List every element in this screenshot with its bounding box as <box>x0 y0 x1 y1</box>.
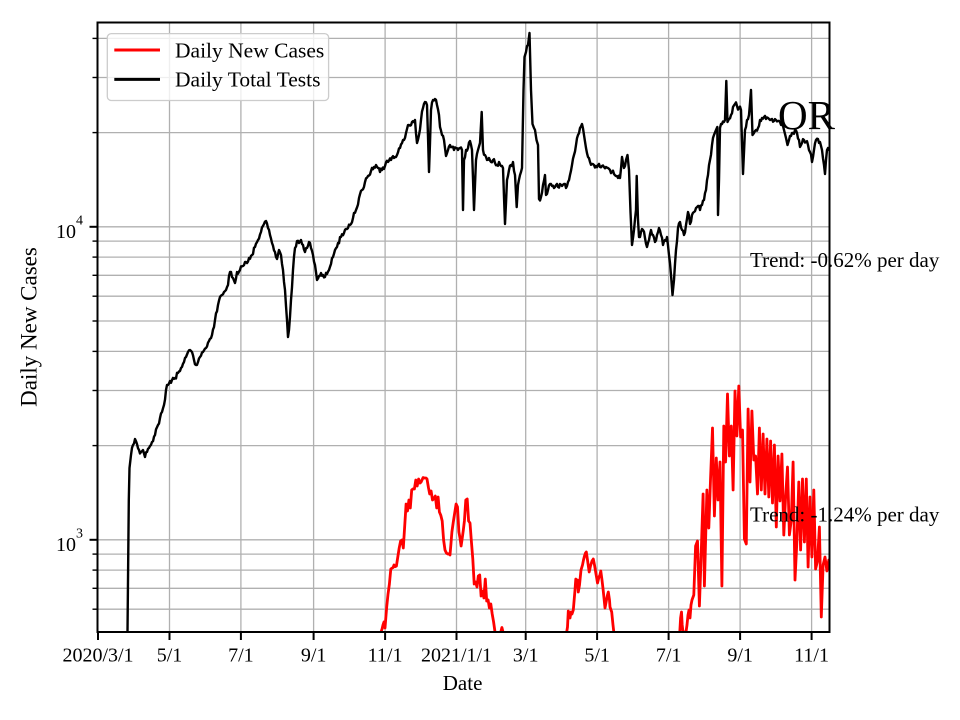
svg-text:Daily Total Tests: Daily Total Tests <box>175 68 321 92</box>
svg-text:Date: Date <box>443 671 483 695</box>
svg-text:9/1: 9/1 <box>727 645 753 667</box>
svg-text:3/1: 3/1 <box>513 645 539 667</box>
svg-text:2021/1/1: 2021/1/1 <box>421 645 492 667</box>
svg-text:Daily New Cases: Daily New Cases <box>175 38 324 62</box>
svg-text:11/1: 11/1 <box>794 645 829 667</box>
svg-text:Daily New Cases: Daily New Cases <box>17 247 42 407</box>
svg-text:7/1: 7/1 <box>228 645 254 667</box>
svg-text:7/1: 7/1 <box>656 645 682 667</box>
svg-text:5/1: 5/1 <box>584 645 610 667</box>
svg-text:Trend: -1.24% per day: Trend: -1.24% per day <box>750 503 940 527</box>
svg-text:Trend: -0.62% per day: Trend: -0.62% per day <box>750 248 940 272</box>
svg-text:2020/3/1: 2020/3/1 <box>62 645 133 667</box>
svg-text:5/1: 5/1 <box>157 645 183 667</box>
svg-text:9/1: 9/1 <box>301 645 327 667</box>
svg-text:11/1: 11/1 <box>368 645 403 667</box>
svg-text:OR: OR <box>778 92 836 138</box>
